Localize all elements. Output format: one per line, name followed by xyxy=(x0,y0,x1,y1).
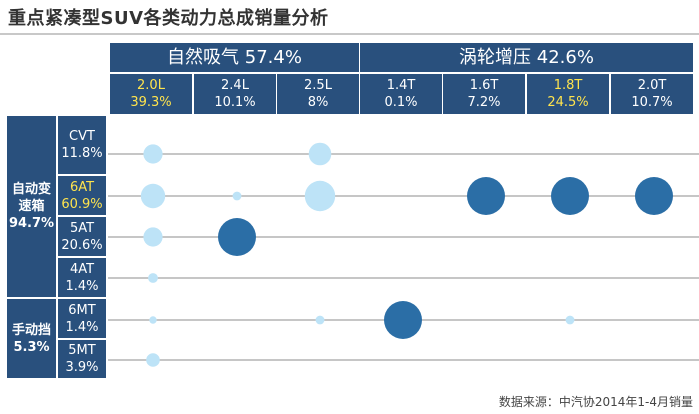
row-header-5mt: 5MT 3.9% xyxy=(58,340,106,378)
column-share: 24.5% xyxy=(547,95,589,110)
bubble-2-0l-5at xyxy=(143,227,163,247)
column-header-2-0l: 2.0L 39.3% xyxy=(110,74,192,114)
row-name: 6MT xyxy=(68,302,96,318)
row-share: 1.4% xyxy=(65,319,99,335)
column-name: 2.0T xyxy=(637,78,667,93)
column-name: 2.5L xyxy=(304,78,332,93)
row-name: 4AT xyxy=(69,261,95,277)
row-share: 11.8% xyxy=(61,146,103,161)
bubble-2-0l-4at xyxy=(148,273,158,283)
group-header-natural: 自然吸气 57.4% xyxy=(110,43,359,72)
row-group-manual: 手动挡 5.3% xyxy=(7,299,56,378)
bubble-2-0l-cvt xyxy=(143,144,163,164)
bubble-2-5l-6mt xyxy=(315,315,325,325)
column-header-1-6t: 1.6T 7.2% xyxy=(443,74,525,114)
row-group-automatic-share: 94.7% xyxy=(8,216,55,231)
row-group-automatic: 自动变 速箱 94.7% xyxy=(7,116,56,297)
row-group-automatic-line2: 速箱 xyxy=(18,199,45,214)
chart-title: 重点紧凑型SUV各类动力总成销量分析 xyxy=(8,8,329,29)
column-share: 39.3% xyxy=(130,95,172,110)
row-header-4at: 4AT 1.4% xyxy=(58,258,106,297)
data-source: 数据来源：中汽协2014年1-4月销量 xyxy=(498,395,693,409)
column-share: 10.7% xyxy=(631,95,673,110)
bubble-1-4t-6mt xyxy=(384,301,422,339)
column-header-1-8t: 1.8T 24.5% xyxy=(527,74,609,114)
group-header-turbo: 涡轮增压 42.6% xyxy=(360,43,693,72)
bubble-2-5l-6at xyxy=(304,180,336,212)
row-name: 5AT xyxy=(69,220,95,236)
row-share: 1.4% xyxy=(65,278,99,294)
row-group-manual-share: 5.3% xyxy=(13,339,50,355)
column-share: 0.1% xyxy=(384,95,418,110)
title-divider xyxy=(0,33,699,35)
row-share: 60.9% xyxy=(61,196,103,212)
bubble-2-4l-6at xyxy=(232,191,242,201)
column-name: 1.4T xyxy=(386,78,416,93)
column-header-1-4t: 1.4T 0.1% xyxy=(360,74,442,114)
row-header-5at: 5AT 20.6% xyxy=(58,217,106,256)
row-share: 3.9% xyxy=(65,360,99,375)
bubble-2-0l-6at xyxy=(140,183,166,209)
row-header-cvt: CVT 11.8% xyxy=(58,116,106,174)
bubble-2-0l-5mt xyxy=(146,353,160,367)
column-name: 2.0L xyxy=(137,78,165,93)
row-name: CVT xyxy=(69,129,95,144)
bubble-2-0l-6mt xyxy=(149,316,157,324)
bubble-1-6t-6at xyxy=(467,177,505,215)
column-share: 10.1% xyxy=(214,95,256,110)
column-header-2-4l: 2.4L 10.1% xyxy=(194,74,276,114)
column-share: 7.2% xyxy=(467,95,501,110)
bubble-1-8t-6mt xyxy=(565,315,575,325)
row-group-automatic-line1: 自动变 xyxy=(11,182,51,197)
row-name: 5MT xyxy=(68,343,96,358)
row-header-6at: 6AT 60.9% xyxy=(58,176,106,215)
column-header-2-0t: 2.0T 10.7% xyxy=(611,74,693,114)
row-share: 20.6% xyxy=(61,237,103,253)
bubble-1-8t-6at xyxy=(551,177,589,215)
bubble-2-5l-cvt xyxy=(308,142,332,166)
row-header-6mt: 6MT 1.4% xyxy=(58,299,106,338)
column-share: 8% xyxy=(307,95,329,110)
row-group-manual-line1: 手动挡 xyxy=(11,322,51,338)
row-name: 6AT xyxy=(69,179,95,195)
bubble-2-0t-6at xyxy=(635,177,673,215)
bubble-2-4l-5at xyxy=(218,218,256,256)
column-name: 1.6T xyxy=(469,78,499,93)
column-name: 1.8T xyxy=(553,78,583,93)
column-name: 2.4L xyxy=(221,78,249,93)
column-header-2-5l: 2.5L 8% xyxy=(277,74,359,114)
